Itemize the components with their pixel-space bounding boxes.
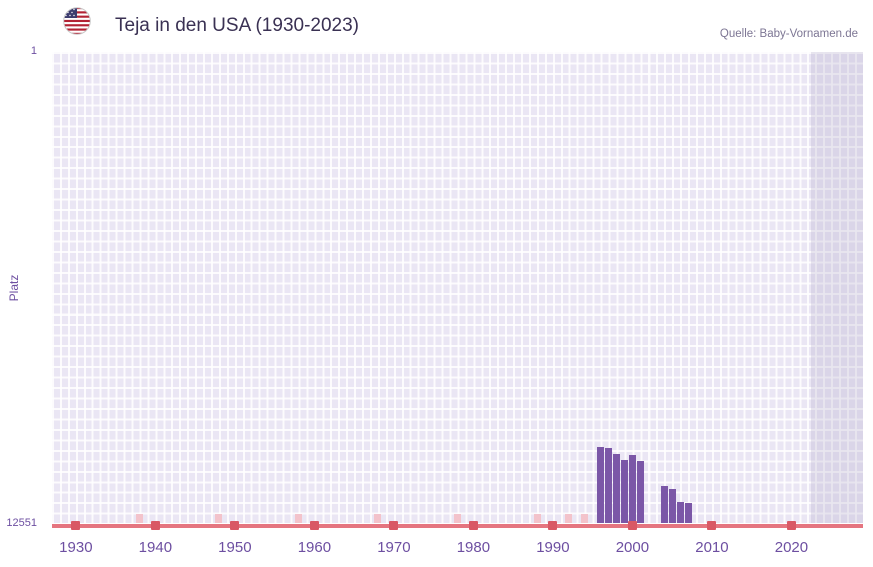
x-tick-label-2000: 2000 [615,539,650,556]
x-tick-label-1940: 1940 [138,539,173,556]
decade-tick-1930 [71,521,81,530]
rank-bar-2007 [684,503,692,523]
x-axis-labels: 1930 1940 1950 1960 1970 1980 1990 2000 2010 2020 [52,539,863,559]
decade-tick-2020 [786,521,796,530]
faint-baseline-mark-1968 [374,514,382,523]
faint-baseline-mark-1992 [565,514,573,523]
y-tick-worst: 12551 [6,517,37,529]
x-tick-label-1950: 1950 [218,539,252,556]
faint-baseline-mark-1958 [294,514,302,523]
plot-area [52,52,863,523]
y-tick-best: 1 [30,45,37,57]
x-tick-label-1980: 1980 [456,539,491,556]
x-tick-label-1960: 1960 [297,539,332,556]
rank-bar-1996 [597,447,605,523]
rank-bar-2004 [660,486,668,523]
x-tick-label-1970: 1970 [377,539,411,556]
rank-bar-1997 [605,448,613,523]
x-tick-label-1990: 1990 [536,539,570,556]
faint-baseline-mark-1994 [581,514,589,523]
us-flag-icon [63,7,91,35]
x-axis-baseline [52,524,863,528]
decade-tick-1990 [548,521,558,530]
y-axis-title: Platz [7,274,21,302]
faint-baseline-mark-1948 [215,514,223,523]
rank-bar-1998 [613,453,621,523]
decade-tick-1980 [468,521,478,530]
x-tick-label-1930: 1930 [59,539,93,556]
x-axis-ticks [52,521,863,531]
decade-tick-1940 [150,521,160,530]
rank-bar-2006 [676,501,684,523]
rank-bar-2005 [668,489,676,523]
future-years-band [811,52,863,523]
rank-bar-2001 [636,460,644,523]
faint-baseline-mark-1938 [135,514,143,523]
decade-tick-1970 [389,521,399,530]
chart-title: Teja in den USA (1930-2023) [115,15,359,36]
source-credit: Quelle: Baby-Vornamen.de [719,28,858,40]
x-tick-label-2010: 2010 [695,539,729,556]
decade-tick-2010 [707,521,717,530]
rank-bar-2000 [628,455,636,523]
decade-tick-2000 [627,521,637,530]
rank-bar-1999 [620,459,628,523]
decade-tick-1950 [230,521,240,530]
faint-baseline-mark-1978 [454,514,461,523]
decade-tick-1960 [309,521,319,530]
x-tick-label-2020: 2020 [774,539,809,556]
faint-baseline-mark-1988 [533,514,541,523]
